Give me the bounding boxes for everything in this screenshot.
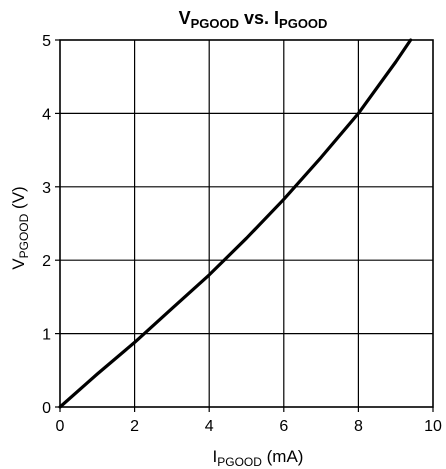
x-axis-title: IPGOOD (mA): [213, 447, 304, 469]
series-line: [58, 38, 413, 409]
y-tick-label-5: 5: [42, 33, 51, 50]
plot-frame: [59, 39, 434, 408]
x-tick-label-4: 8: [354, 418, 363, 435]
grid-lines: [60, 40, 433, 407]
x-tick-label-1: 2: [130, 418, 139, 435]
x-tick-label-2: 4: [205, 418, 214, 435]
x-tick-label-3: 6: [279, 418, 288, 435]
y-tick-labels: 0 1 2 3 4 5: [42, 33, 60, 417]
x-tick-labels: 0 2 4 6 8 10: [56, 407, 442, 435]
y-tick-label-1: 1: [42, 327, 51, 344]
y-tick-label-4: 4: [42, 106, 51, 123]
y-axis-title: VPGOOD (V): [9, 186, 31, 269]
x-tick-label-0: 0: [56, 418, 65, 435]
y-tick-label-0: 0: [42, 400, 51, 417]
y-tick-label-3: 3: [42, 180, 51, 197]
x-tick-label-5: 10: [424, 418, 442, 435]
y-tick-label-2: 2: [42, 253, 51, 270]
chart-title: VPGOOD vs. IPGOOD: [179, 8, 328, 31]
